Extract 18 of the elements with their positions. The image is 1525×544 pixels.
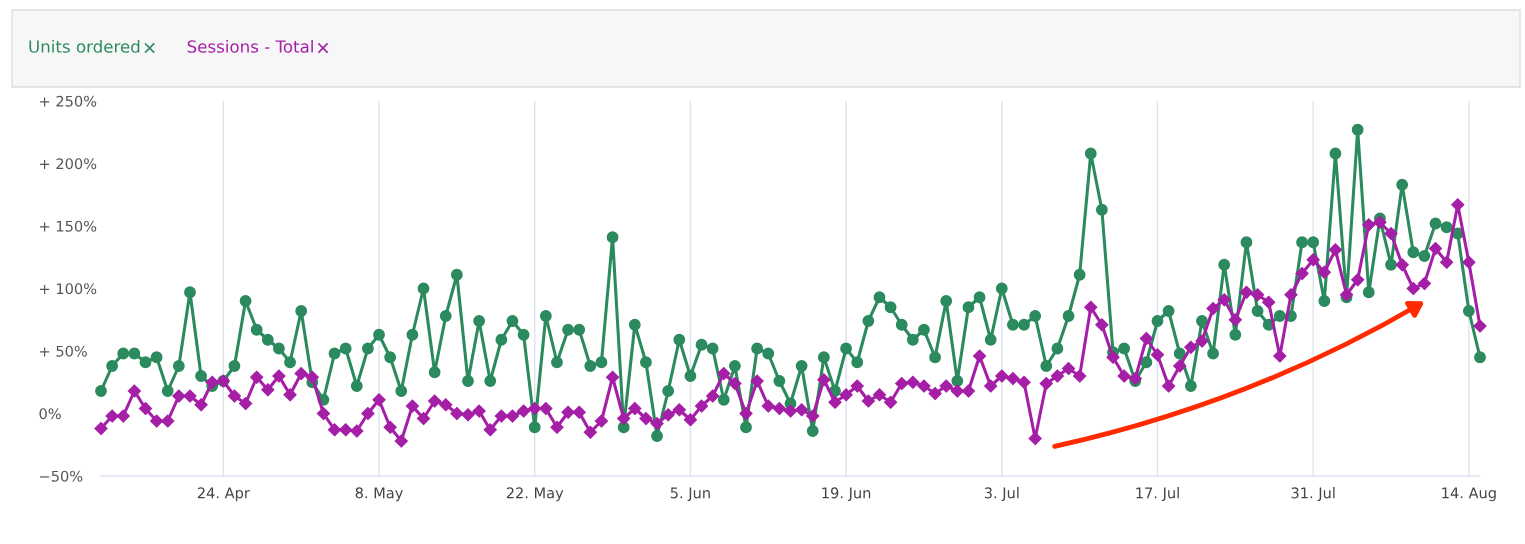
x-tick-label: 3. Jul: [984, 487, 1019, 502]
x-tick-label: 24. Apr: [197, 487, 250, 502]
x-tick-label: 14. Aug: [1442, 487, 1496, 502]
legend-label: Sessions - Total: [187, 39, 313, 53]
y-tick-label: + 200%: [40, 158, 97, 170]
x-tick-label: 22. May: [506, 487, 564, 502]
legend-label: Units ordered: [29, 39, 140, 53]
x-tick-label: 5. Jun: [670, 487, 710, 502]
y-tick-label: + 50%: [40, 345, 87, 357]
y-tick-label: −50%: [40, 470, 83, 482]
x-tick-label: 17. Jul: [1136, 487, 1179, 502]
y-tick-label: + 100%: [40, 283, 97, 295]
y-tick-label: 0%: [39, 408, 61, 420]
x-tick-label: 19. Jun: [822, 487, 871, 502]
x-tick-label: 31. Jul: [1291, 487, 1335, 502]
x-tick-label: 8. May: [355, 487, 403, 502]
y-tick-label: + 150%: [40, 220, 97, 232]
y-tick-label: + 250%: [40, 95, 97, 107]
